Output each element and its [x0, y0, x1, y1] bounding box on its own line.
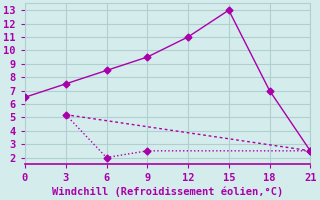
X-axis label: Windchill (Refroidissement éolien,°C): Windchill (Refroidissement éolien,°C)	[52, 186, 283, 197]
